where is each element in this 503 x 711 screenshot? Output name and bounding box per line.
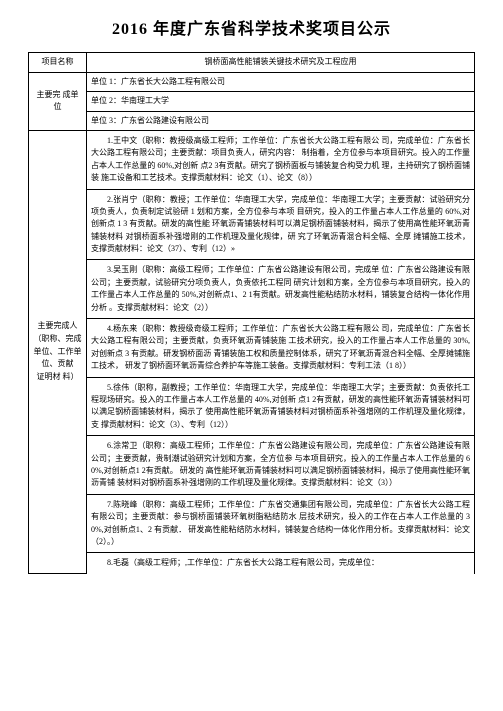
page-title: 2016 年度广东省科学技术奖项目公示 (28, 18, 475, 42)
person-4: 4.杨东来（职称：教授级奇级工程师；工作单位：广东省长大公路工程有限公 司，完成… (87, 319, 475, 378)
project-name-value: 钢桥面高性能铺装关键技术研究及工程应用 (87, 53, 475, 73)
org-label: 主要完 成单位 (29, 72, 87, 130)
person-8: 8.毛磊（高级工程师；,工作单位：广东省长大公路工程有限公司，完成单位： (87, 553, 475, 574)
org-1: 单位 1：广东省长大公路工程有限公司 (87, 72, 475, 91)
person-7: 7.陈晓峰（职称：高级工程师；工作单位：广东省交通集团有限公司，完成单位：广东省… (87, 494, 475, 553)
person-5: 5.徐伟（职称，副教授；工作单位：华南理工大学，完成单位：华南理工大学；主要贡献… (87, 377, 475, 436)
person-1: 1.王中文（职称：教授级高级工程师；工作单位：广东省长大公路工程有限公 司，完成… (87, 130, 475, 189)
person-6: 6.涂常卫（职称：高级工程师；工作单位：广东省公路建设有限公司，完成单位：广东省… (87, 436, 475, 495)
org-2: 单位 2：华南理工大学 (87, 92, 475, 111)
main-table: 项目名称 钢桥面高性能铺装关键技术研究及工程应用 主要完 成单位 单位 1：广东… (28, 52, 475, 574)
org-3: 单位 3：广东省公路建设有限公司 (87, 111, 475, 130)
project-name-label: 项目名称 (29, 53, 87, 73)
person-3: 3.吴玉刚（职称：高级工程师；工作单位：广东省公路建设有限公司，完成单 位：广东… (87, 260, 475, 319)
people-label: 主要完成人（职称、完成单位、工作单 位、贡献 证明材 料） (29, 130, 87, 573)
person-2: 2.张肖宁（职称：教授；工作单位：华南理工大学，完成单位：华南理工大学；主要贡献… (87, 189, 475, 260)
